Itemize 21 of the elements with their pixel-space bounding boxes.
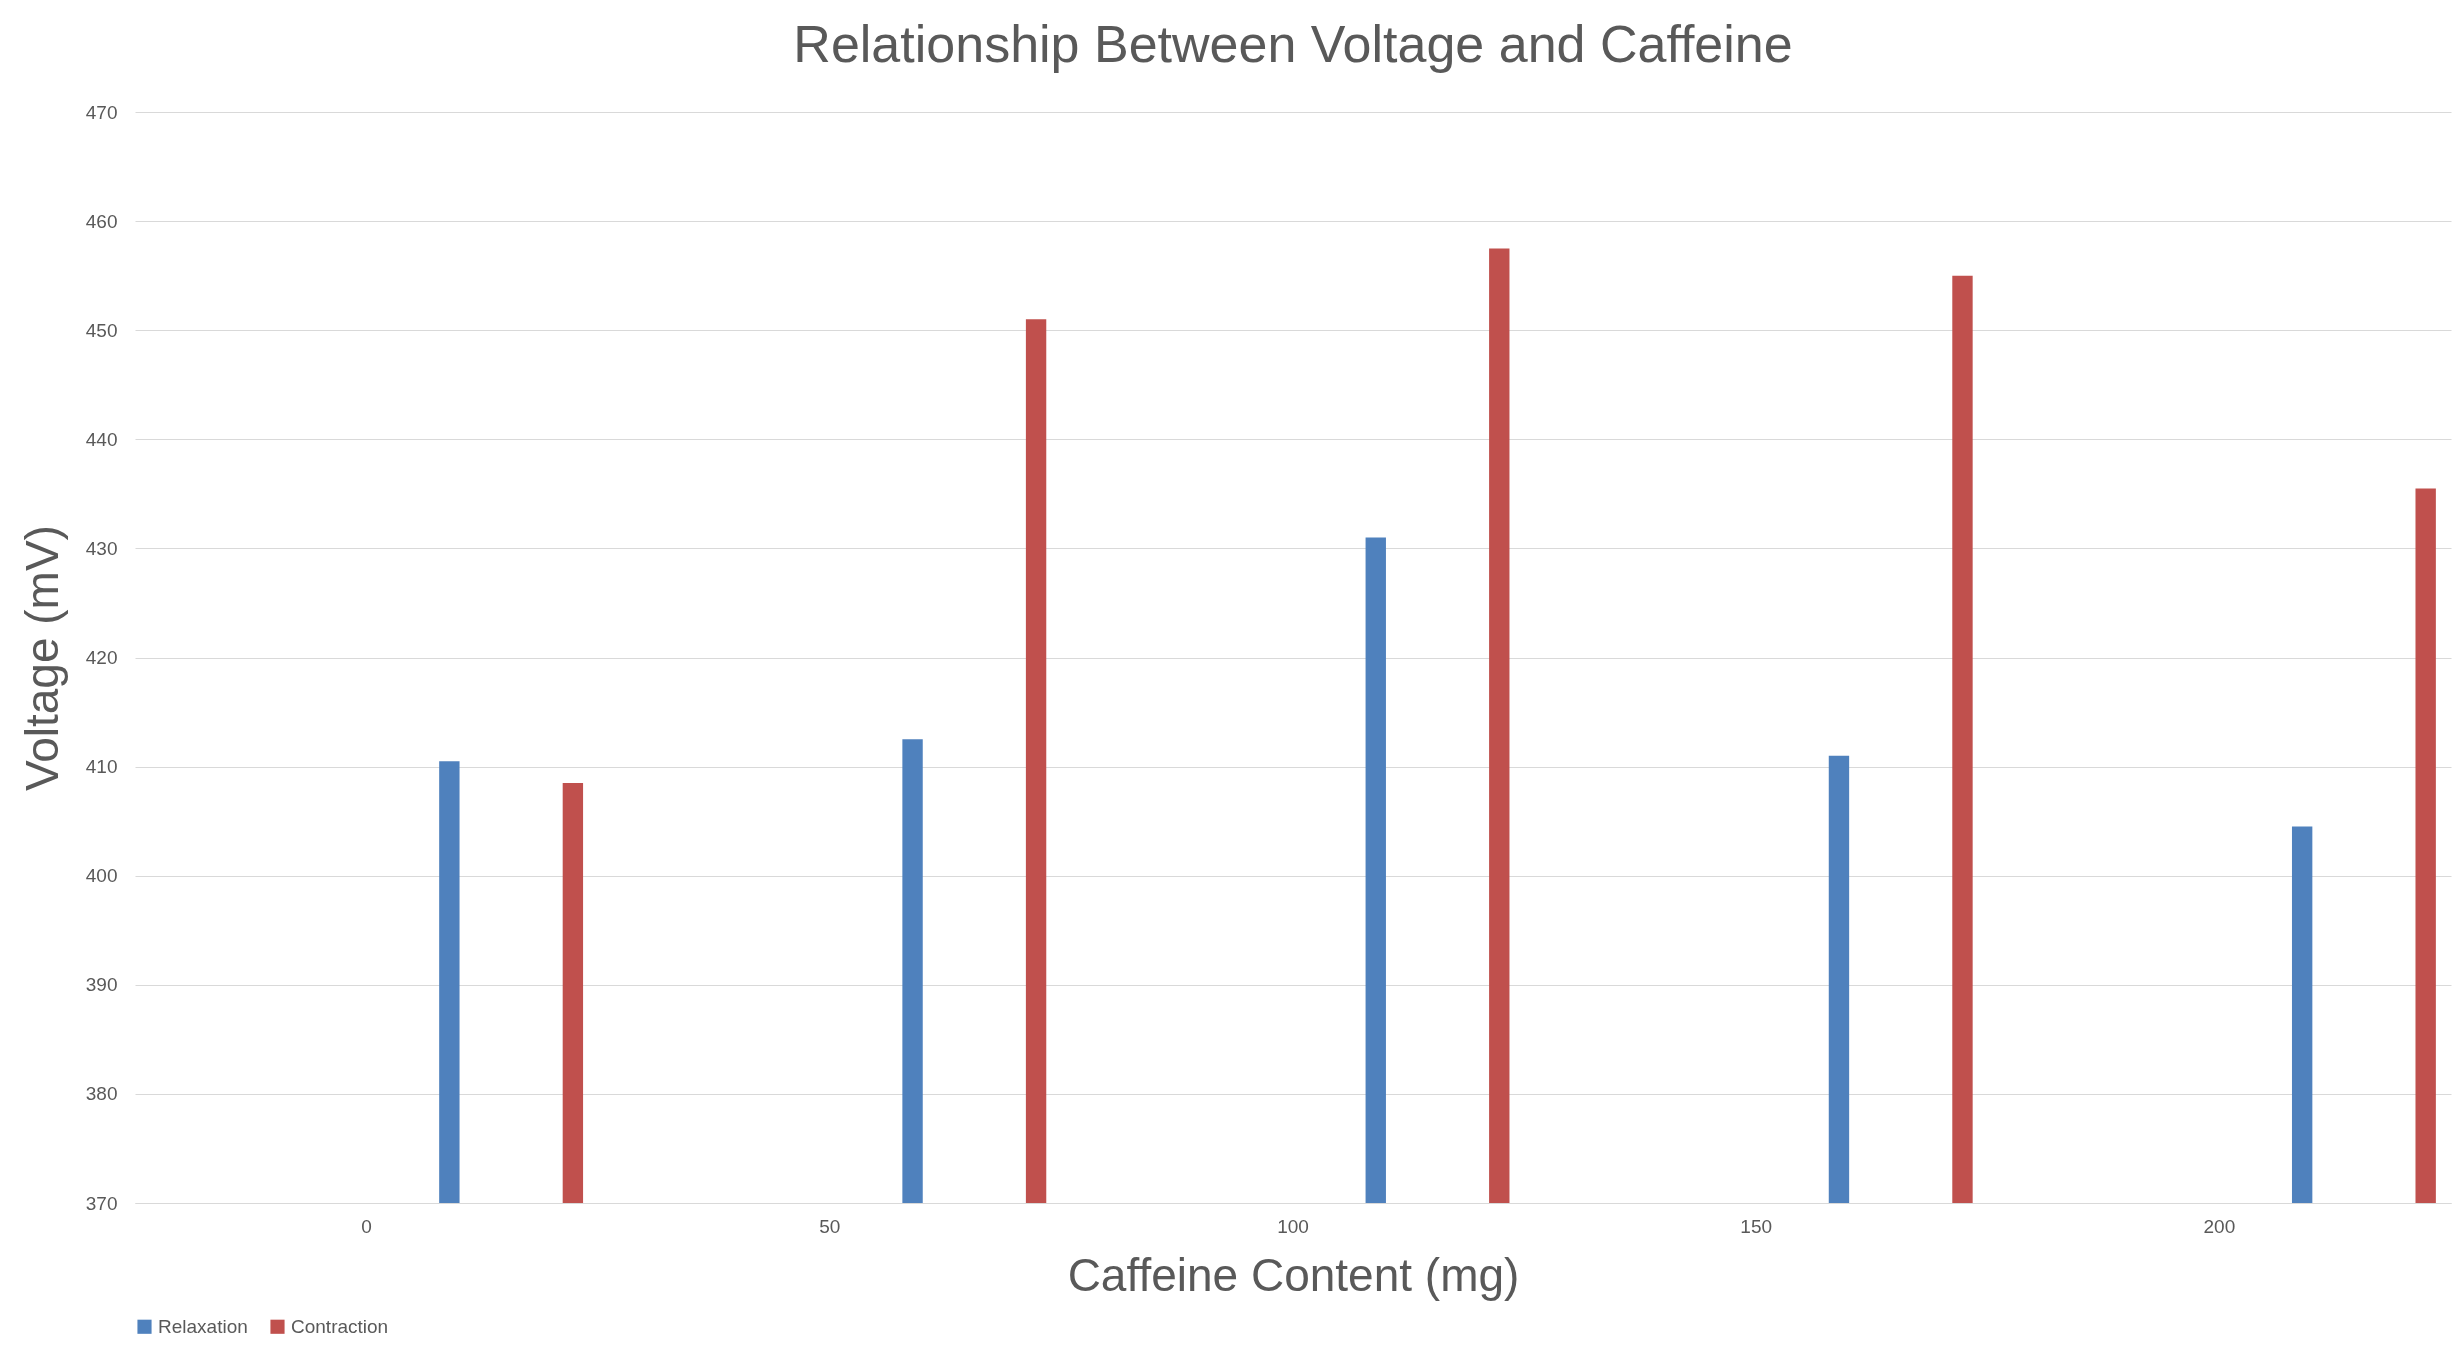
x-tick-label: 150 (1740, 1215, 1773, 1237)
y-axis-title: Voltage (mV) (15, 525, 68, 791)
y-tick-label: 400 (85, 865, 118, 887)
x-tick-label: 0 (361, 1215, 372, 1237)
x-tick-label: 100 (1277, 1215, 1309, 1237)
legend-label: Relaxation (158, 1315, 248, 1337)
chart-title: Relationship Between Voltage and Caffeine (793, 15, 1793, 73)
y-tick-label: 450 (85, 319, 118, 341)
y-tick-label: 410 (85, 756, 118, 778)
y-tick-label: 430 (85, 537, 118, 559)
legend-label: Contraction (291, 1315, 389, 1337)
y-tick-label: 470 (85, 101, 118, 123)
y-tick-label: 440 (85, 428, 118, 450)
x-axis-title: Caffeine Content (mg) (1067, 1248, 1520, 1301)
y-tick-label: 390 (85, 974, 118, 996)
y-tick-label: 460 (85, 210, 118, 232)
y-tick-label: 420 (85, 647, 118, 668)
y-tick-label: 380 (85, 1083, 118, 1105)
y-tick-label: 370 (85, 1192, 118, 1214)
x-tick-label: 200 (2203, 1215, 2236, 1237)
x-tick-label: 50 (819, 1215, 841, 1237)
